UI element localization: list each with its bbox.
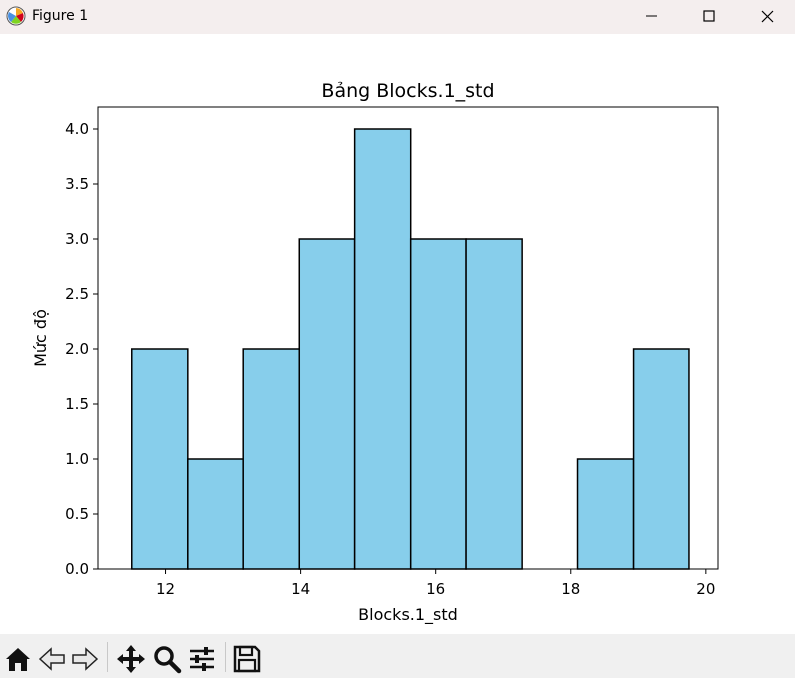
toolbar-separator (225, 642, 226, 672)
matplotlib-logo-icon (6, 6, 26, 26)
y-tick-label: 3.5 (65, 175, 89, 193)
histogram-bar (576, 458, 635, 570)
histogram-bar (353, 128, 412, 570)
forward-button[interactable] (70, 644, 100, 674)
minimize-icon (646, 15, 657, 17)
minimize-button[interactable] (622, 0, 680, 34)
forward-icon (72, 647, 99, 671)
window-title: Figure 1 (32, 8, 89, 24)
back-button[interactable] (37, 644, 67, 674)
y-tick-label: 2.0 (65, 340, 89, 358)
histogram-bar (409, 238, 467, 570)
x-tick-label: 14 (291, 580, 310, 598)
histogram-bar (187, 458, 244, 570)
close-icon (761, 10, 774, 23)
save-button[interactable] (232, 644, 262, 674)
y-tick-label: 0.5 (65, 505, 89, 523)
y-tick-label: 2.5 (65, 285, 89, 303)
y-tick-label: 0.0 (65, 560, 89, 578)
figure-canvas: Bảng Blocks.1_std 12 14 16 18 20 0.0 0.5 1.0 1.… (0, 34, 795, 634)
y-tick-label: 1.5 (65, 395, 89, 413)
histogram-bar (131, 348, 189, 570)
close-button[interactable] (738, 0, 795, 34)
home-icon (6, 648, 30, 671)
y-axis-label: Mức độ (31, 309, 50, 367)
y-tick-label: 1.0 (65, 450, 89, 468)
toolbar-separator (107, 642, 108, 672)
plot-frame (97, 106, 719, 570)
pan-button[interactable] (116, 644, 146, 674)
x-axis-label: Blocks.1_std (358, 605, 458, 625)
back-icon (38, 647, 65, 671)
maximize-button[interactable] (680, 0, 738, 34)
zoom-icon (154, 646, 182, 674)
chart-title: Bảng Blocks.1_std (321, 80, 494, 102)
histogram-bar (298, 238, 356, 570)
histogram-bar (242, 348, 301, 570)
pan-icon (117, 645, 145, 673)
y-tick-label: 4.0 (65, 120, 89, 138)
navigation-toolbar (0, 634, 795, 678)
histogram-bar (632, 348, 690, 570)
window-titlebar: Figure 1 (0, 0, 795, 34)
save-icon (233, 645, 261, 673)
x-tick-label: 18 (561, 580, 580, 598)
home-button[interactable] (3, 644, 33, 674)
x-tick-label: 12 (156, 580, 175, 598)
configure-subplots-icon (190, 647, 214, 671)
histogram-bar (465, 238, 523, 570)
maximize-icon (703, 10, 715, 22)
configure-subplots-button[interactable] (187, 644, 217, 674)
histogram-chart: Bảng Blocks.1_std 12 14 16 18 20 0.0 0.5 1.0 1.… (31, 80, 719, 625)
x-tick-label: 16 (426, 580, 445, 598)
y-tick-label: 3.0 (65, 230, 89, 248)
zoom-button[interactable] (152, 644, 182, 674)
x-tick-label: 20 (696, 580, 715, 598)
